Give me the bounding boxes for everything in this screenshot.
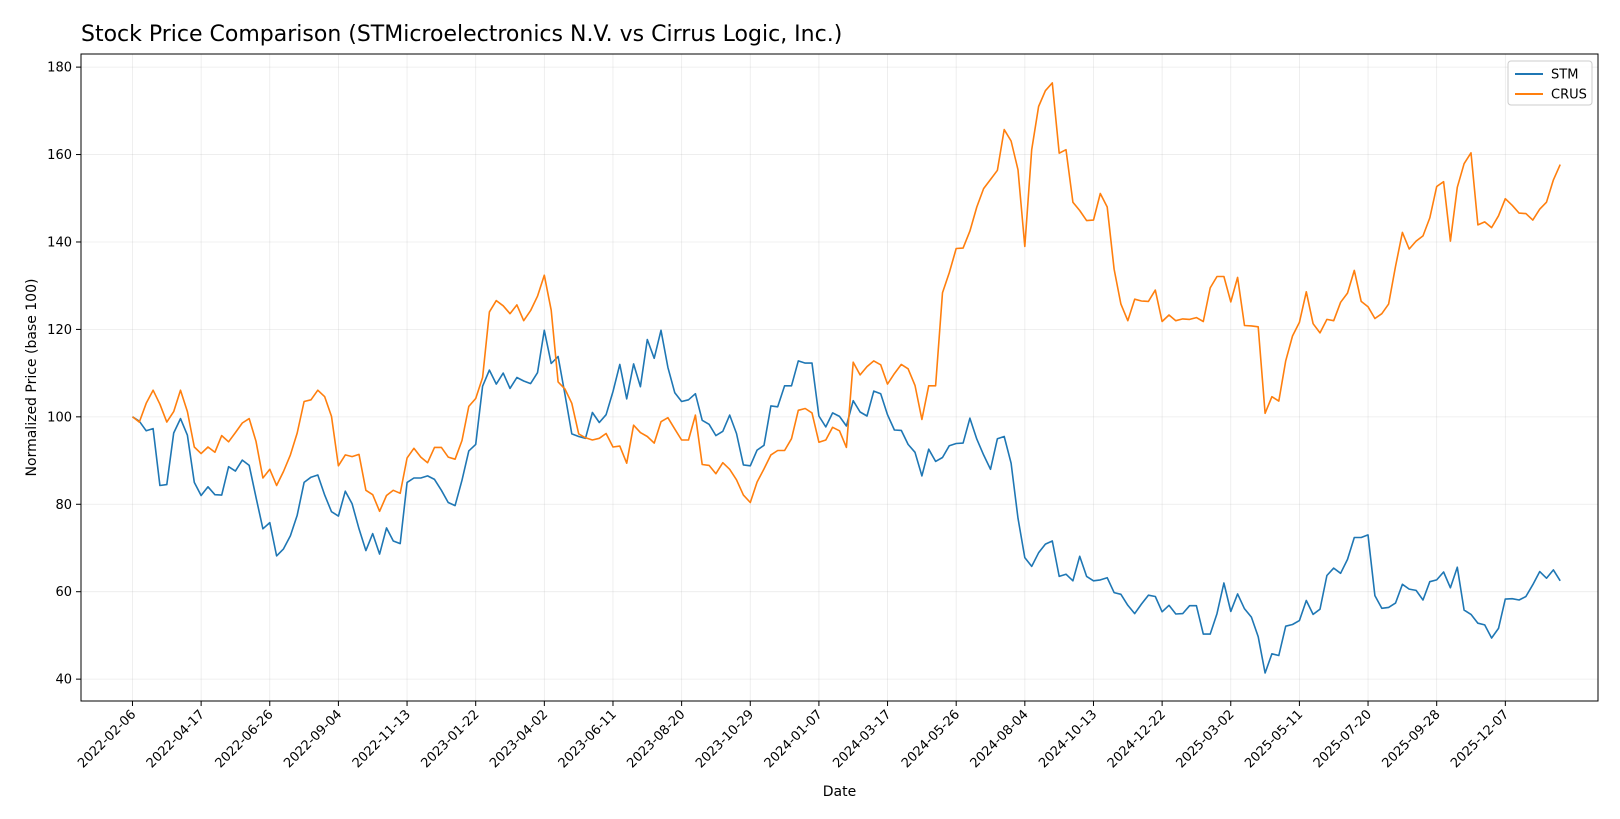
- x-tick-label: 2024-10-13: [1036, 707, 1100, 771]
- x-tick-label: 2023-04-02: [487, 707, 551, 771]
- plot-area: [80, 53, 1599, 702]
- y-tick-label: 80: [55, 498, 72, 513]
- x-tick-label: 2025-03-02: [1174, 707, 1238, 771]
- y-tick-label: 40: [55, 673, 72, 688]
- x-tick-label: 2024-05-26: [899, 707, 963, 771]
- series-line-crus: [132, 82, 1561, 513]
- x-tick-label: 2024-01-07: [762, 707, 826, 771]
- x-axis-label: Date: [823, 784, 856, 800]
- x-tick-label: 2024-08-04: [968, 707, 1032, 771]
- x-tick-label: 2024-03-17: [830, 707, 894, 771]
- series-layer: [132, 82, 1561, 674]
- series-line-stm: [132, 329, 1561, 674]
- y-tick-label: 160: [47, 148, 72, 163]
- x-tick-label: 2022-09-04: [281, 707, 345, 771]
- x-tick-label: 2022-11-13: [350, 707, 414, 771]
- x-tick-label: 2025-07-20: [1311, 707, 1375, 771]
- x-tick-label: 2023-08-20: [624, 707, 688, 771]
- x-tick-label: 2022-06-26: [213, 707, 277, 771]
- y-tick-label: 140: [47, 235, 72, 250]
- legend: STM CRUS: [1507, 60, 1593, 106]
- x-tick-label: 2022-02-06: [75, 707, 139, 771]
- x-tick-label: 2023-10-29: [693, 707, 757, 771]
- x-axis: 2022-02-06 2022-04-17 2022-06-26 2022-09-04…: [75, 701, 1512, 771]
- legend-label-stm: STM: [1551, 68, 1578, 83]
- y-tick-label: 180: [47, 61, 72, 76]
- legend-label-crus: CRUS: [1551, 88, 1587, 103]
- x-tick-label: 2025-05-11: [1242, 707, 1306, 771]
- x-tick-label: 2025-09-28: [1379, 707, 1443, 771]
- grid-lines: [81, 54, 1598, 701]
- x-tick-label: 2023-06-11: [556, 707, 620, 771]
- x-tick-label: 2022-04-17: [144, 707, 208, 771]
- y-axis-label: Normalized Price (base 100): [24, 279, 40, 477]
- y-axis: 40 60 80 100 120 140 160 180: [47, 61, 81, 688]
- y-tick-label: 120: [47, 323, 72, 338]
- x-tick-label: 2023-01-22: [418, 707, 482, 771]
- y-tick-label: 100: [47, 410, 72, 425]
- chart-title: Stock Price Comparison (STMicroelectroni…: [81, 22, 842, 47]
- x-tick-label: 2025-12-07: [1448, 707, 1512, 771]
- x-tick-label: 2024-12-22: [1105, 707, 1169, 771]
- y-tick-label: 60: [55, 585, 72, 600]
